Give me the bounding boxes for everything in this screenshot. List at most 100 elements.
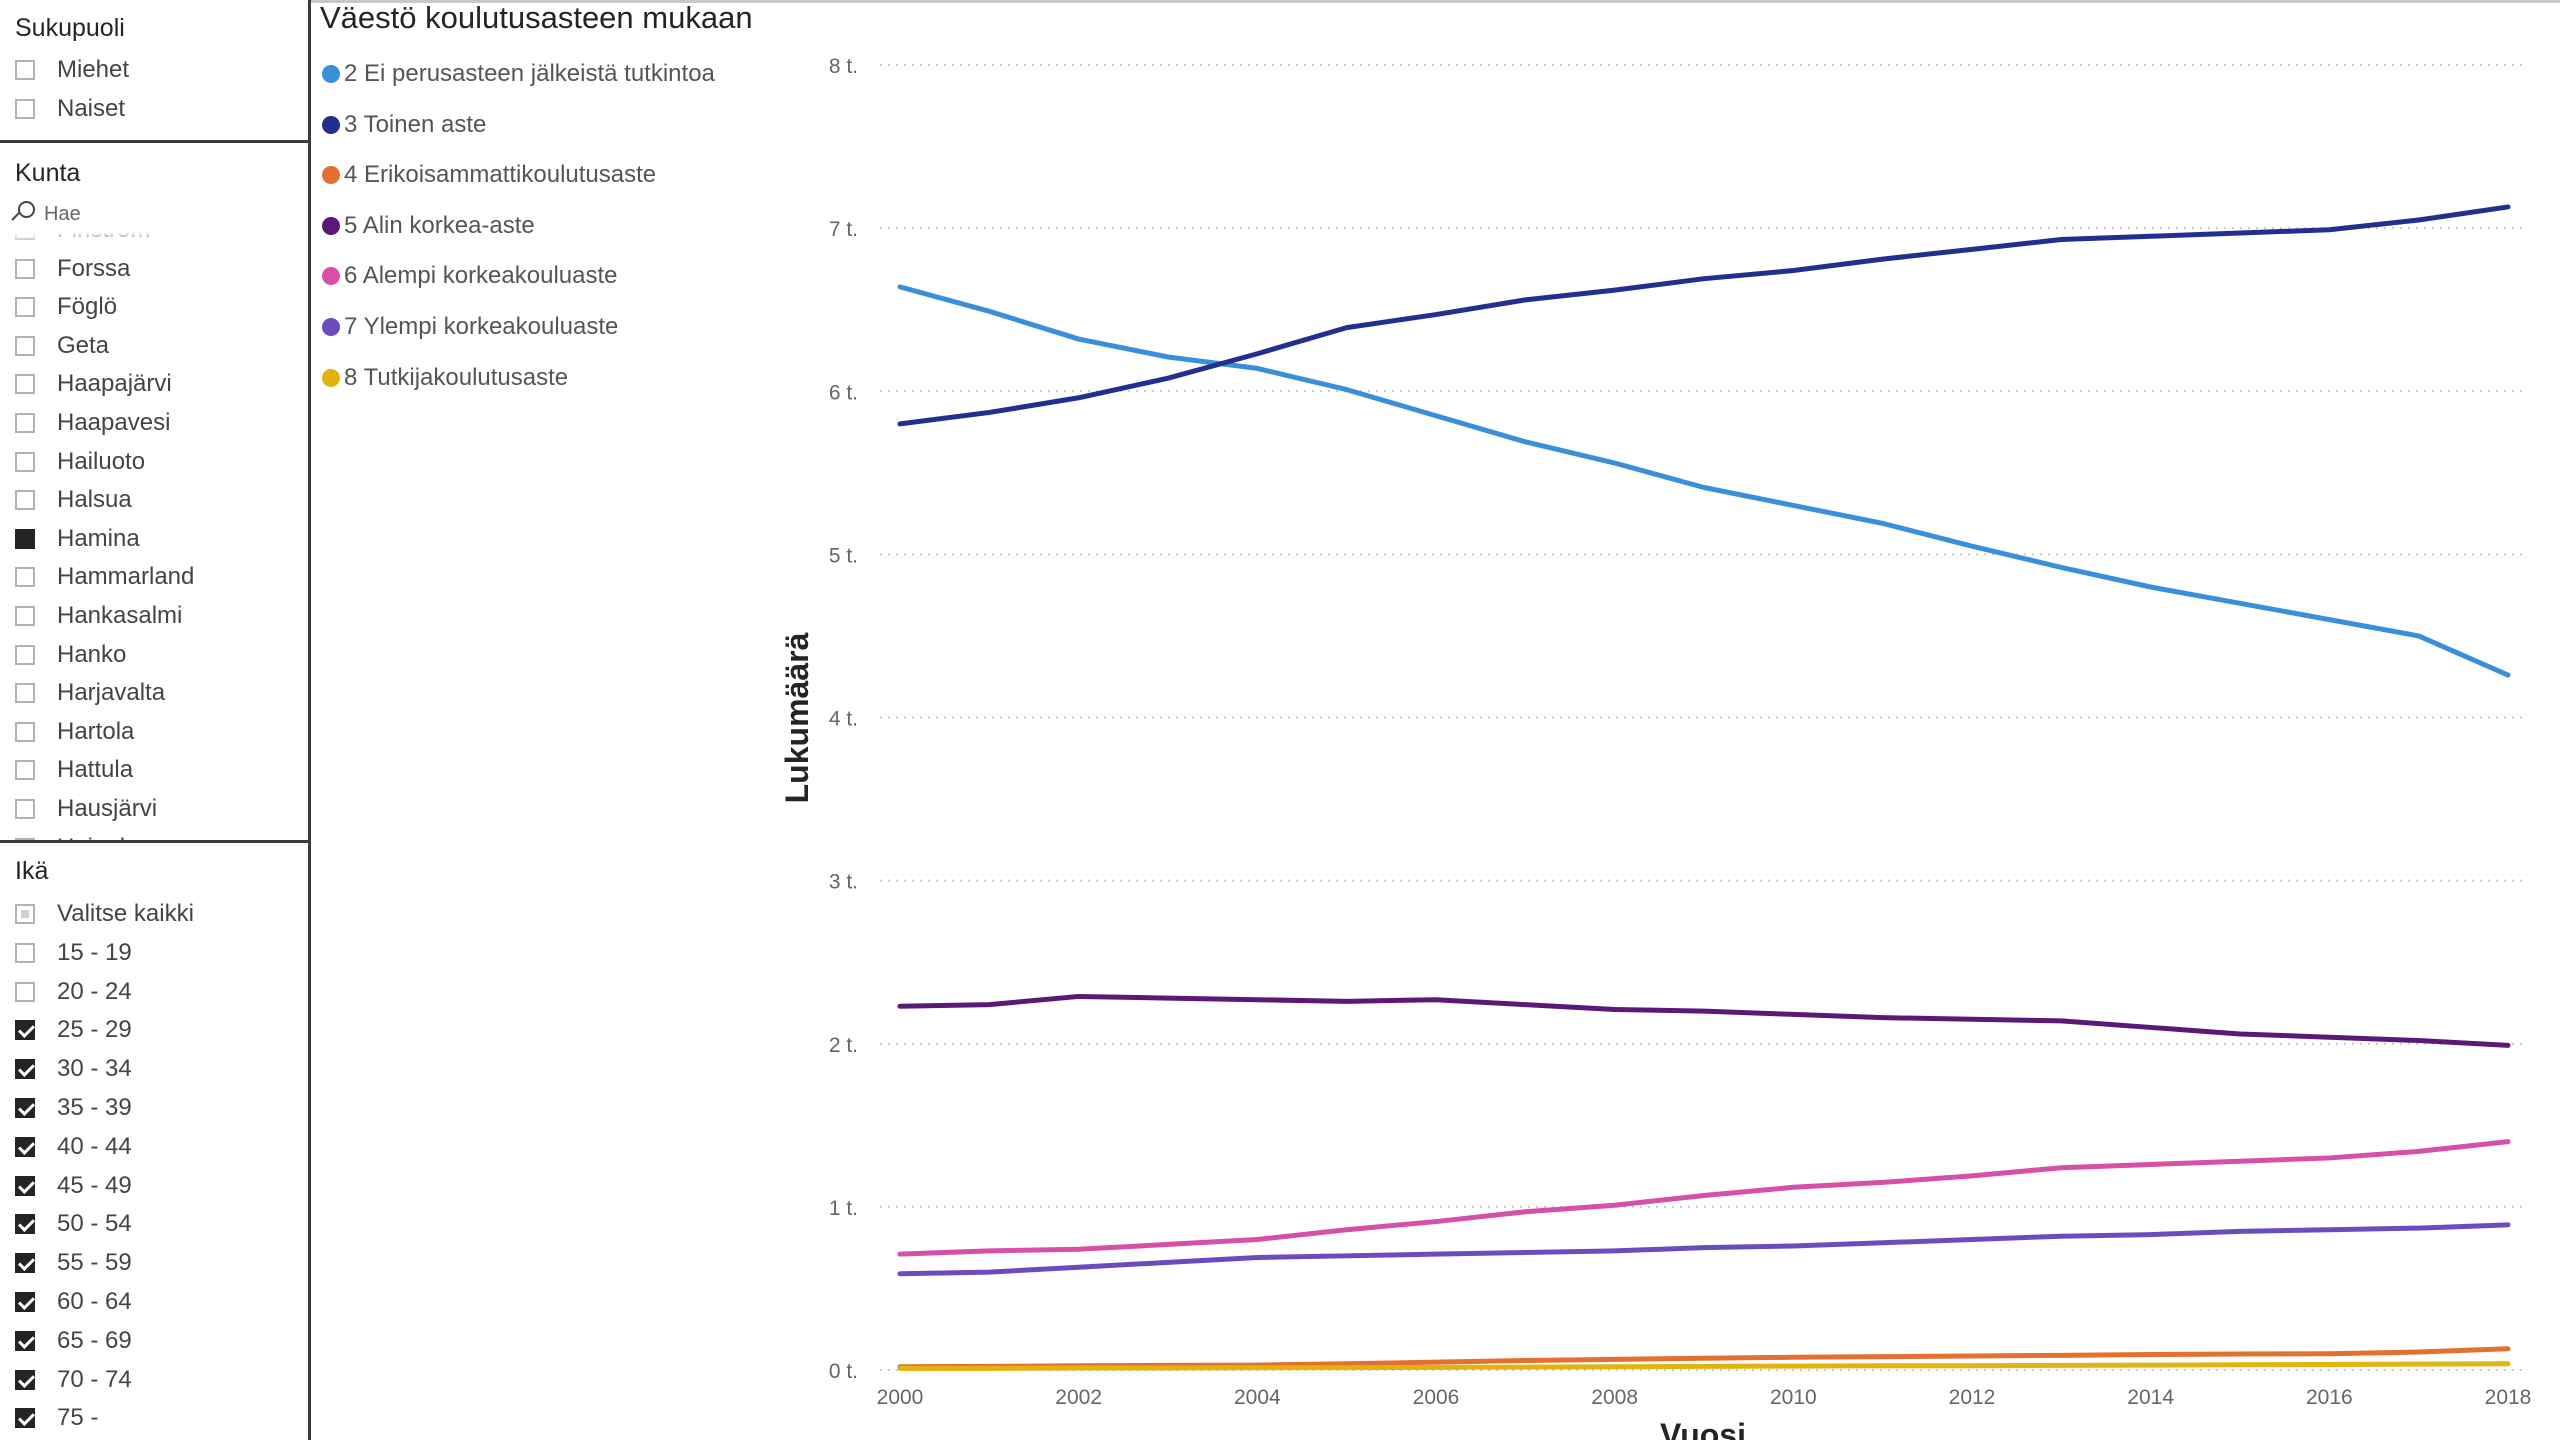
age-option[interactable]: 45 - 49 bbox=[15, 1168, 132, 1204]
y-axis-title: Lukumäärä bbox=[779, 632, 815, 803]
checkbox[interactable] bbox=[15, 1292, 35, 1312]
checkbox[interactable] bbox=[15, 528, 35, 549]
gender-option[interactable]: Naiset bbox=[15, 91, 125, 127]
age-option[interactable]: 35 - 39 bbox=[15, 1090, 132, 1126]
age-slicer-title: Ikä bbox=[15, 857, 49, 885]
legend-label: 7 Ylempi korkeakouluaste bbox=[344, 313, 619, 340]
checkbox[interactable] bbox=[15, 1098, 35, 1118]
checkbox[interactable] bbox=[15, 1330, 35, 1351]
checkbox[interactable] bbox=[15, 374, 35, 395]
legend-item[interactable]: 2 Ei perusasteen jälkeistä tutkintoa bbox=[322, 54, 715, 94]
age-option-label: 55 - 59 bbox=[57, 1249, 132, 1277]
municipality-option[interactable]: Hanko bbox=[15, 637, 126, 673]
age-option[interactable]: 55 - 59 bbox=[15, 1245, 132, 1281]
municipality-list[interactable]: FinströmForssaFöglöGetaHaapajärviHaapave… bbox=[0, 232, 305, 840]
legend-marker bbox=[322, 267, 340, 286]
age-option[interactable]: 75 - bbox=[15, 1400, 98, 1436]
checkbox[interactable] bbox=[15, 297, 35, 318]
checkbox[interactable] bbox=[15, 1369, 35, 1390]
checkbox[interactable] bbox=[15, 644, 35, 665]
series-line bbox=[897, 1222, 2511, 1277]
checkbox[interactable] bbox=[15, 60, 35, 80]
checkbox[interactable] bbox=[15, 721, 35, 742]
municipality-option[interactable]: Halsua bbox=[15, 482, 132, 518]
age-option-label: 70 - 74 bbox=[57, 1365, 132, 1393]
municipality-option-label: Hattula bbox=[57, 756, 134, 784]
legend-marker bbox=[322, 216, 340, 235]
age-option[interactable]: 60 - 64 bbox=[15, 1284, 132, 1320]
checkbox[interactable] bbox=[15, 942, 35, 963]
checkbox[interactable] bbox=[15, 981, 35, 1002]
age-option-label: 50 - 54 bbox=[57, 1210, 132, 1238]
municipality-option[interactable]: Haapajärvi bbox=[15, 366, 172, 402]
gender-option-label: Naiset bbox=[57, 95, 126, 122]
checkbox[interactable] bbox=[15, 1059, 35, 1080]
municipality-option[interactable]: Hammarland bbox=[15, 559, 194, 595]
municipality-option[interactable]: Geta bbox=[15, 328, 109, 364]
age-option[interactable]: 65 - 69 bbox=[15, 1323, 132, 1359]
municipality-option[interactable]: Hausjärvi bbox=[15, 791, 157, 827]
municipality-option-label: Hankasalmi bbox=[57, 602, 183, 629]
municipality-option[interactable]: Hailuoto bbox=[15, 444, 145, 480]
series-line bbox=[897, 284, 2511, 678]
checkbox[interactable] bbox=[15, 490, 35, 511]
municipality-option[interactable]: Forssa bbox=[15, 251, 130, 287]
checkbox[interactable] bbox=[15, 413, 35, 433]
slicer-divider bbox=[0, 840, 308, 843]
legend-item[interactable]: 4 Erikoisammattikoulutusaste bbox=[322, 155, 656, 195]
age-option[interactable]: 25 - 29 bbox=[15, 1012, 132, 1048]
checkbox[interactable] bbox=[15, 904, 35, 924]
age-option[interactable]: 40 - 44 bbox=[15, 1129, 132, 1165]
top-border bbox=[0, 0, 2560, 3]
legend-item[interactable]: 5 Alin korkea-aste bbox=[322, 206, 535, 246]
municipality-option[interactable]: Hattula bbox=[15, 752, 133, 788]
checkbox[interactable] bbox=[15, 567, 35, 588]
municipality-option[interactable]: Hartola bbox=[15, 714, 134, 750]
municipality-option-label: Geta bbox=[57, 331, 110, 359]
municipality-option[interactable]: Harjavalta bbox=[15, 675, 165, 711]
checkbox[interactable] bbox=[15, 1175, 35, 1196]
checkbox[interactable] bbox=[15, 799, 35, 819]
legend-item[interactable]: 7 Ylempi korkeakouluaste bbox=[322, 307, 618, 347]
y-tick-label: 0 t. bbox=[829, 1360, 858, 1383]
checkbox[interactable] bbox=[15, 760, 35, 781]
legend-item[interactable]: 6 Alempi korkeakouluaste bbox=[322, 256, 618, 296]
series-line bbox=[897, 993, 2511, 1048]
legend-label: 3 Toinen aste bbox=[344, 110, 487, 138]
municipality-option[interactable]: Hamina bbox=[15, 521, 140, 557]
checkbox[interactable] bbox=[15, 335, 35, 356]
checkbox[interactable] bbox=[15, 258, 35, 279]
age-option[interactable]: 15 - 19 bbox=[15, 935, 132, 971]
age-option[interactable]: 70 - 74 bbox=[15, 1362, 132, 1398]
age-option-label: 15 - 19 bbox=[57, 938, 132, 966]
checkbox[interactable] bbox=[15, 1020, 35, 1041]
search-icon bbox=[8, 199, 38, 229]
gender-option[interactable]: Miehet bbox=[15, 52, 129, 88]
municipality-option-label: Föglö bbox=[57, 293, 118, 321]
legend-item[interactable]: 8 Tutkijakoulutusaste bbox=[322, 358, 568, 398]
series-line bbox=[897, 1361, 2511, 1371]
age-option[interactable]: 20 - 24 bbox=[15, 974, 132, 1010]
checkbox[interactable] bbox=[15, 99, 35, 119]
checkbox[interactable] bbox=[15, 1408, 35, 1429]
checkbox[interactable] bbox=[15, 451, 35, 472]
age-option-label: 75 - bbox=[57, 1404, 99, 1432]
legend-marker bbox=[322, 65, 340, 83]
municipality-option[interactable]: Föglö bbox=[15, 289, 117, 325]
checkbox[interactable] bbox=[15, 683, 35, 704]
age-option[interactable]: 30 - 34 bbox=[15, 1051, 132, 1087]
legend-marker bbox=[322, 115, 340, 134]
checkbox[interactable] bbox=[15, 1214, 35, 1235]
legend-item[interactable]: 3 Toinen aste bbox=[322, 105, 486, 145]
municipality-option[interactable]: Hankasalmi bbox=[15, 598, 182, 634]
checkbox[interactable] bbox=[15, 606, 35, 626]
checkbox[interactable] bbox=[15, 1136, 35, 1157]
age-option[interactable]: Valitse kaikki bbox=[15, 896, 194, 932]
x-axis-title: Vuosi bbox=[1660, 1417, 1746, 1440]
checkbox[interactable] bbox=[15, 1253, 35, 1274]
municipality-option[interactable]: Heinola bbox=[15, 830, 138, 840]
checkbox[interactable] bbox=[15, 837, 35, 840]
municipality-option[interactable]: Haapavesi bbox=[15, 405, 170, 441]
legend-label: 8 Tutkijakoulutusaste bbox=[344, 363, 569, 391]
age-option[interactable]: 50 - 54 bbox=[15, 1206, 132, 1242]
